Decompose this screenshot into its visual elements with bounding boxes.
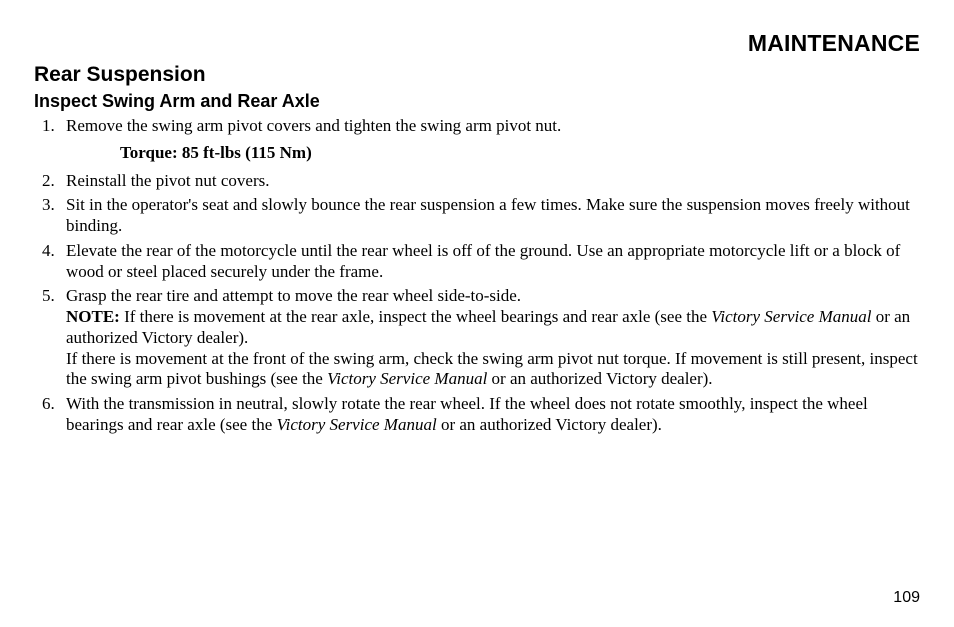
- step-number: 1.: [34, 116, 66, 137]
- step-3: 3. Sit in the operator's seat and slowly…: [34, 195, 920, 236]
- step-number: 2.: [34, 171, 66, 192]
- step-number: 3.: [34, 195, 66, 236]
- step-line: Grasp the rear tire and attempt to move …: [66, 286, 521, 305]
- step-4: 4. Elevate the rear of the motorcycle un…: [34, 241, 920, 282]
- step-number: 5.: [34, 286, 66, 390]
- step-text: Grasp the rear tire and attempt to move …: [66, 286, 920, 390]
- step-number: 4.: [34, 241, 66, 282]
- page-number: 109: [893, 589, 920, 607]
- steps-list: 1. Remove the swing arm pivot covers and…: [34, 116, 920, 137]
- torque-spec: Torque: 85 ft-lbs (115 Nm): [120, 143, 920, 163]
- step-6: 6. With the transmission in neutral, slo…: [34, 394, 920, 435]
- step-text: Elevate the rear of the motorcycle until…: [66, 241, 920, 282]
- step-text: With the transmission in neutral, slowly…: [66, 394, 920, 435]
- manual-reference: Victory Service Manual: [277, 415, 437, 434]
- chapter-title: MAINTENANCE: [34, 30, 920, 57]
- step-5: 5. Grasp the rear tire and attempt to mo…: [34, 286, 920, 390]
- step-line: or an authorized Victory dealer).: [437, 415, 662, 434]
- step-text: Remove the swing arm pivot covers and ti…: [66, 116, 920, 137]
- manual-reference: Victory Service Manual: [711, 307, 871, 326]
- step-number: 6.: [34, 394, 66, 435]
- step-text: Sit in the operator's seat and slowly bo…: [66, 195, 920, 236]
- step-line: or an authorized Victory dealer).: [487, 369, 712, 388]
- step-1: 1. Remove the swing arm pivot covers and…: [34, 116, 920, 137]
- section-title: Rear Suspension: [34, 63, 920, 87]
- steps-list-cont: 2. Reinstall the pivot nut covers. 3. Si…: [34, 171, 920, 436]
- note-label: NOTE:: [66, 307, 120, 326]
- page: MAINTENANCE Rear Suspension Inspect Swin…: [0, 0, 954, 627]
- step-2: 2. Reinstall the pivot nut covers.: [34, 171, 920, 192]
- note-text: If there is movement at the rear axle, i…: [120, 307, 711, 326]
- subsection-title: Inspect Swing Arm and Rear Axle: [34, 91, 920, 112]
- step-text: Reinstall the pivot nut covers.: [66, 171, 920, 192]
- manual-reference: Victory Service Manual: [327, 369, 487, 388]
